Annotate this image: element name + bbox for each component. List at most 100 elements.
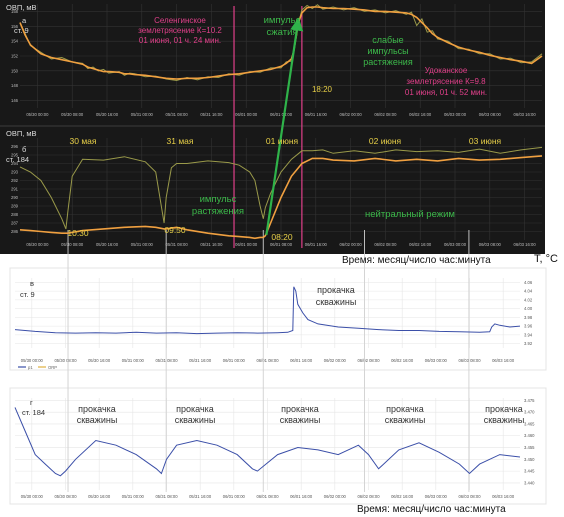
panel-a-background [0,0,545,125]
x-tick-label: 05/30 08:00 [54,494,77,499]
y-tick-label: 288 [11,212,19,217]
panel-label: в [30,279,34,288]
x-tick-label: 06/02 08:00 [357,358,380,363]
annotation-text: прокачка [176,404,214,414]
annotation-text: прокачка [281,404,319,414]
y-tick-label: 289 [11,204,19,209]
day-label: 30 мая [70,136,97,146]
y-tick-label: 3.445 [524,469,535,474]
annotation-text: землетрясение К=10.2 [138,26,222,35]
temperature-axis-title: T, °C [534,253,558,265]
x-tick-label: 06/02 08:00 [374,112,397,117]
annotation-text: 18:20 [312,85,333,94]
x-tick-label: 06/03 08:00 [458,494,481,499]
x-tick-label: 06/01 08:00 [256,494,279,499]
x-tick-label: 05/30 08:00 [61,242,84,247]
annotation-text: слабые [372,35,403,45]
annotation-text: скважины [385,415,426,425]
annotation-text: скважины [280,415,321,425]
x-tick-label: 05/30 16:00 [96,242,119,247]
y-tick-label: 3.475 [524,398,535,403]
x-tick-label: 06/03 00:00 [444,242,467,247]
annotation-text: скважины [77,415,118,425]
annotation-text: 10:30 [67,228,89,238]
y-axis-label: ОВП, мВ [6,3,37,12]
x-tick-label: 05/31 16:00 [200,242,223,247]
legend-label: ORP [48,365,57,370]
y-axis-label: ОВП, мВ [6,129,37,138]
panel-label: г [30,398,33,407]
x-tick-label: 06/03 16:00 [492,358,515,363]
y-tick-label: 4.06 [524,280,533,285]
well-label: ст. 9 [20,290,35,299]
x-tick-label: 06/01 08:00 [270,112,293,117]
annotation-text: прокачка [317,285,355,295]
x-tick-label: 05/31 16:00 [189,494,212,499]
y-tick-label: 156 [11,24,19,29]
x-tick-label: 06/03 00:00 [425,358,448,363]
annotation-text: Селенгинское [154,16,206,25]
day-label: 01 июня [266,136,299,146]
y-tick-label: 3.94 [524,332,533,337]
x-tick-label: 06/03 08:00 [479,112,502,117]
x-tick-label: 05/30 00:00 [21,358,44,363]
y-tick-label: 152 [11,54,19,59]
annotation-text: импульсы [367,46,408,56]
legend-label: p1 [28,365,33,370]
x-tick-label: 06/02 16:00 [391,358,414,363]
x-tick-label: 06/02 00:00 [324,358,347,363]
y-tick-label: 3.98 [524,315,533,320]
annotation-text: 09:50 [164,225,186,235]
series-line-temperature [14,407,521,477]
x-tick-label: 06/03 16:00 [514,242,537,247]
x-tick-label: 06/02 00:00 [324,494,347,499]
x-tick-label: 05/31 00:00 [131,242,154,247]
annotation-text: скважины [316,297,357,307]
annotation-text: прокачка [485,404,523,414]
x-tick-label: 06/02 16:00 [409,112,432,117]
day-label: 03 июня [469,136,502,146]
series-line-trend [19,155,543,240]
series-line-raw [19,146,543,230]
x-tick-label: 05/31 16:00 [200,112,223,117]
y-tick-label: 146 [11,98,19,103]
y-tick-label: 290 [11,195,19,200]
panel-label: а [22,16,27,25]
x-tick-label: 05/30 00:00 [26,112,49,117]
y-tick-label: 158 [11,9,19,14]
annotation-text: прокачка [386,404,424,414]
annotation-text: землетрясение К=9.8 [406,77,486,86]
y-tick-label: 286 [11,229,19,234]
x-tick-label: 06/02 00:00 [340,112,363,117]
x-tick-label: 06/03 08:00 [458,358,481,363]
y-tick-label: 291 [11,187,19,192]
y-tick-label: 294 [11,161,19,166]
annotation-text: Удоканское [425,66,468,75]
x-tick-label: 05/31 08:00 [155,494,178,499]
annotation-text: 08:20 [271,232,293,242]
x-tick-label: 06/03 16:00 [492,494,515,499]
y-tick-label: 296 [11,144,19,149]
y-tick-label: 3.465 [524,421,535,426]
y-tick-label: 295 [11,153,19,158]
x-tick-label: 05/31 08:00 [155,358,178,363]
x-tick-label: 05/30 08:00 [61,112,84,117]
x-tick-label: 05/31 00:00 [122,358,145,363]
annotation-text: 01 июня, 01 ч. 52 мин. [405,88,487,97]
y-tick-label: 292 [11,178,19,183]
annotation-text: импульс [264,15,301,26]
annotation-text: импульс [200,194,237,205]
annotation-text: растяжения [363,57,413,67]
x-tick-label: 06/02 16:00 [409,242,432,247]
x-tick-label: 05/30 00:00 [21,494,44,499]
x-tick-label: 05/30 08:00 [54,358,77,363]
x-tick-label: 06/01 16:00 [290,358,313,363]
annotation-text: скважины [175,415,216,425]
y-tick-label: 3.96 [524,324,533,329]
x-tick-label: 06/01 00:00 [223,494,246,499]
x-tick-label: 06/01 00:00 [235,112,258,117]
x-tick-label: 05/31 16:00 [189,358,212,363]
x-axis-title: Время: месяц/число час:минута [357,504,506,515]
